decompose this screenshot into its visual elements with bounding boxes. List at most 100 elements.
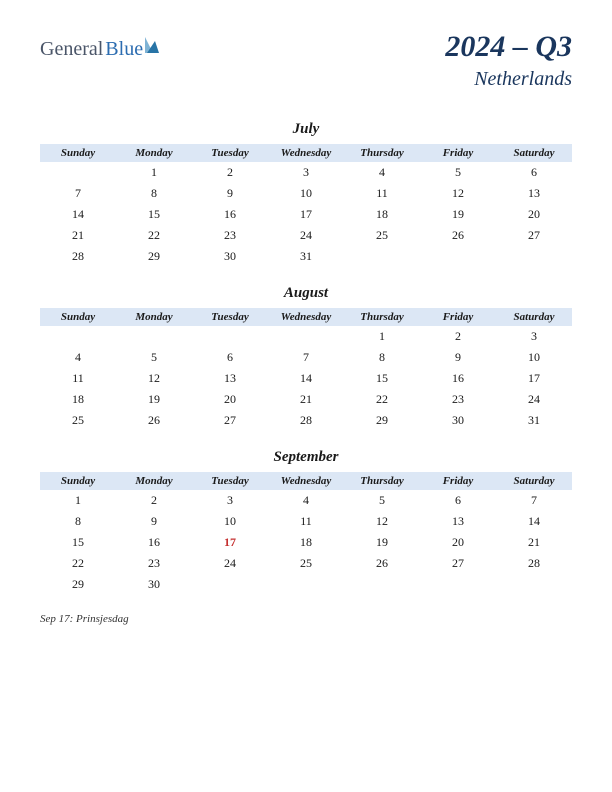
day-cell: 9 — [420, 347, 496, 368]
day-cell: 27 — [192, 410, 268, 431]
day-cell: 20 — [420, 532, 496, 553]
logo-text-general: General — [40, 38, 103, 61]
day-cell: 21 — [268, 389, 344, 410]
day-cell: 22 — [116, 225, 192, 246]
day-cell: 17 — [268, 204, 344, 225]
table-row: 78910111213 — [40, 183, 572, 204]
day-cell: 19 — [344, 532, 420, 553]
day-cell — [192, 326, 268, 347]
day-cell: 28 — [268, 410, 344, 431]
day-cell: 15 — [344, 368, 420, 389]
day-cell: 11 — [40, 368, 116, 389]
day-cell: 10 — [496, 347, 572, 368]
day-cell: 5 — [116, 347, 192, 368]
day-cell: 4 — [344, 162, 420, 183]
table-row: 25262728293031 — [40, 410, 572, 431]
calendar-table: SundayMondayTuesdayWednesdayThursdayFrid… — [40, 472, 572, 595]
day-cell — [496, 574, 572, 595]
table-row: 2930 — [40, 574, 572, 595]
day-cell: 12 — [344, 511, 420, 532]
day-cell: 11 — [344, 183, 420, 204]
day-cell: 6 — [192, 347, 268, 368]
day-cell: 25 — [268, 553, 344, 574]
day-cell: 13 — [420, 511, 496, 532]
day-header: Tuesday — [192, 308, 268, 326]
day-cell: 12 — [420, 183, 496, 204]
day-cell: 31 — [268, 246, 344, 267]
title-block: 2024 – Q3 Netherlands — [445, 30, 572, 91]
day-cell: 2 — [192, 162, 268, 183]
day-cell: 30 — [116, 574, 192, 595]
day-header: Monday — [116, 144, 192, 162]
day-header: Wednesday — [268, 308, 344, 326]
day-header: Wednesday — [268, 144, 344, 162]
day-cell: 14 — [496, 511, 572, 532]
day-cell: 2 — [116, 490, 192, 511]
table-row: 123456 — [40, 162, 572, 183]
day-cell: 5 — [344, 490, 420, 511]
day-cell: 24 — [268, 225, 344, 246]
day-cell: 26 — [420, 225, 496, 246]
day-cell: 2 — [420, 326, 496, 347]
day-cell — [192, 574, 268, 595]
day-cell: 23 — [192, 225, 268, 246]
day-cell — [116, 326, 192, 347]
day-cell: 26 — [344, 553, 420, 574]
day-cell: 20 — [192, 389, 268, 410]
day-cell: 1 — [40, 490, 116, 511]
day-cell: 25 — [40, 410, 116, 431]
day-cell: 13 — [496, 183, 572, 204]
month-block: AugustSundayMondayTuesdayWednesdayThursd… — [40, 285, 572, 431]
day-cell — [268, 326, 344, 347]
day-cell: 16 — [116, 532, 192, 553]
day-header: Saturday — [496, 472, 572, 490]
day-cell: 8 — [344, 347, 420, 368]
day-cell: 28 — [496, 553, 572, 574]
month-block: SeptemberSundayMondayTuesdayWednesdayThu… — [40, 449, 572, 595]
day-cell: 23 — [116, 553, 192, 574]
day-cell — [268, 574, 344, 595]
day-header: Saturday — [496, 308, 572, 326]
day-cell: 16 — [420, 368, 496, 389]
table-row: 15161718192021 — [40, 532, 572, 553]
table-row: 14151617181920 — [40, 204, 572, 225]
day-cell: 6 — [496, 162, 572, 183]
day-cell: 19 — [116, 389, 192, 410]
day-cell — [40, 326, 116, 347]
quarter-title: 2024 – Q3 — [445, 30, 572, 64]
day-cell: 25 — [344, 225, 420, 246]
day-cell: 18 — [344, 204, 420, 225]
day-cell: 28 — [40, 246, 116, 267]
day-cell: 7 — [268, 347, 344, 368]
day-cell: 22 — [344, 389, 420, 410]
day-cell: 8 — [116, 183, 192, 204]
day-cell: 7 — [496, 490, 572, 511]
day-cell: 19 — [420, 204, 496, 225]
day-cell — [496, 246, 572, 267]
day-header: Thursday — [344, 472, 420, 490]
day-header: Thursday — [344, 308, 420, 326]
day-cell — [344, 246, 420, 267]
logo-text-blue: Blue — [105, 38, 143, 61]
day-cell: 9 — [192, 183, 268, 204]
day-cell — [344, 574, 420, 595]
day-header: Tuesday — [192, 472, 268, 490]
day-cell: 4 — [268, 490, 344, 511]
day-cell: 18 — [268, 532, 344, 553]
day-cell: 27 — [496, 225, 572, 246]
day-header: Sunday — [40, 144, 116, 162]
day-cell: 10 — [268, 183, 344, 204]
day-cell: 1 — [116, 162, 192, 183]
day-header: Wednesday — [268, 472, 344, 490]
day-cell: 22 — [40, 553, 116, 574]
day-cell: 13 — [192, 368, 268, 389]
day-cell: 18 — [40, 389, 116, 410]
day-cell: 29 — [344, 410, 420, 431]
table-row: 18192021222324 — [40, 389, 572, 410]
day-cell: 24 — [496, 389, 572, 410]
day-cell: 29 — [40, 574, 116, 595]
day-header: Friday — [420, 472, 496, 490]
day-cell — [40, 162, 116, 183]
day-header: Thursday — [344, 144, 420, 162]
day-cell: 3 — [268, 162, 344, 183]
